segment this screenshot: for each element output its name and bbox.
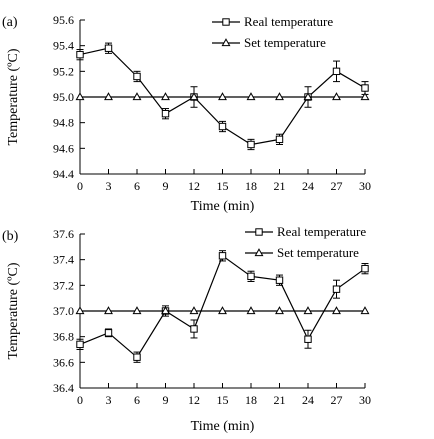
x-tick-label: 3 <box>106 393 112 407</box>
y-tick-label: 94.8 <box>53 116 74 130</box>
legend-marker-square <box>255 228 263 236</box>
data-point-square <box>332 67 341 76</box>
legend-marker-square <box>222 18 230 26</box>
x-tick-label: 18 <box>245 393 257 407</box>
legend-label: Real temperature <box>277 224 366 239</box>
x-tick-label: 15 <box>217 393 229 407</box>
data-point-triangle <box>189 92 199 101</box>
y-axis-label: Temperature (ºC) <box>6 262 21 359</box>
data-point-triangle <box>218 92 227 101</box>
x-tick-label: 30 <box>359 179 371 193</box>
data-point-triangle <box>104 306 113 315</box>
legend-label: Set temperature <box>277 245 359 260</box>
data-point-square <box>76 50 84 59</box>
legend-label: Real temperature <box>244 14 333 29</box>
y-tick-label: 37.0 <box>53 304 74 318</box>
legend: Real temperature Set temperature <box>245 224 366 260</box>
x-tick-label: 15 <box>217 179 229 193</box>
data-point-square <box>133 353 141 361</box>
data-point-square <box>332 285 341 293</box>
x-tick-label: 24 <box>302 393 314 407</box>
data-point-triangle <box>246 92 256 101</box>
data-point-triangle <box>218 306 227 315</box>
data-point-square <box>275 276 284 284</box>
x-tick-label: 0 <box>77 179 83 193</box>
chart-panel-a: (a) 94.4 94.6 94.8 95.0 95.2 95.4 95.6 0 3 6 9 12 15 1… <box>2 13 371 214</box>
y-tick-label: 37.6 <box>53 227 74 241</box>
series-real-temperature <box>76 42 369 151</box>
data-point-triangle <box>132 306 142 315</box>
x-tick-label: 6 <box>134 179 140 193</box>
data-point-square <box>76 340 84 349</box>
data-point-triangle <box>246 306 256 315</box>
data-point-square <box>161 109 170 118</box>
data-point-square <box>304 335 312 343</box>
data-point-triangle <box>360 92 370 101</box>
y-tick-label: 36.6 <box>53 355 74 369</box>
x-tick-label: 0 <box>77 393 83 407</box>
y-tick-label: 37.4 <box>53 253 74 267</box>
data-point-square <box>275 135 284 144</box>
y-tick-label: 37.2 <box>53 278 74 292</box>
data-point-square <box>104 44 113 52</box>
x-tick-label: 21 <box>274 393 286 407</box>
data-point-triangle <box>75 92 85 101</box>
data-point-triangle <box>303 306 313 315</box>
data-point-triangle <box>161 92 170 101</box>
data-point-triangle <box>303 92 313 101</box>
data-point-triangle <box>332 306 341 315</box>
x-tick-label: 6 <box>134 393 140 407</box>
series-set-temperature <box>75 92 370 101</box>
legend-marker-triangle <box>254 248 264 257</box>
data-point-triangle <box>275 306 284 315</box>
x-tick-label: 12 <box>188 393 200 407</box>
legend-label: Set temperature <box>244 35 326 50</box>
data-point-triangle <box>189 306 199 315</box>
data-point-triangle <box>161 306 170 315</box>
series-set-temperature <box>75 306 370 315</box>
y-tick-label: 95.0 <box>53 90 74 104</box>
y-tick-label: 36.8 <box>53 330 74 344</box>
y-tick-label: 94.6 <box>53 141 74 155</box>
y-tick-label: 95.2 <box>53 64 74 78</box>
data-point-square <box>104 329 113 337</box>
x-axis-label: Time (min) <box>191 419 255 434</box>
x-tick-label: 9 <box>163 393 169 407</box>
x-tick-label: 9 <box>163 179 169 193</box>
data-point-triangle <box>104 92 113 101</box>
x-tick-label: 30 <box>359 393 371 407</box>
data-point-square <box>218 252 227 260</box>
x-tick-label: 21 <box>274 179 286 193</box>
data-point-triangle <box>332 92 341 101</box>
data-point-square <box>133 72 141 81</box>
x-tick-label: 27 <box>331 393 343 407</box>
data-point-square <box>361 264 369 273</box>
x-tick-label: 3 <box>106 179 112 193</box>
y-tick-label: 36.4 <box>53 381 74 395</box>
chart-panel-b: (b) 36.4 36.6 36.8 37.0 37.2 37.4 37.6 0 3 6 9 12 15 1… <box>2 224 371 434</box>
x-tick-label: 27 <box>331 179 343 193</box>
legend: Real temperature Set temperature <box>212 14 333 50</box>
panel-label: (b) <box>2 229 19 244</box>
data-point-triangle <box>132 92 142 101</box>
x-tick-label: 24 <box>302 179 314 193</box>
data-point-square <box>190 325 198 333</box>
y-axis-label: Temperature (ºC) <box>6 48 21 145</box>
x-axis-label: Time (min) <box>191 199 255 214</box>
legend-marker-triangle <box>221 38 231 47</box>
x-tick-label: 18 <box>245 179 257 193</box>
data-point-triangle <box>75 306 85 315</box>
data-point-square <box>247 140 255 149</box>
data-point-triangle <box>275 92 284 101</box>
x-tick-label: 12 <box>188 179 200 193</box>
data-point-square <box>247 272 255 281</box>
y-tick-label: 95.6 <box>53 13 74 27</box>
y-tick-label: 95.4 <box>53 39 74 53</box>
y-tick-label: 94.4 <box>53 167 74 181</box>
data-point-square <box>218 122 227 131</box>
data-point-square <box>361 84 369 92</box>
panel-label: (a) <box>2 15 18 30</box>
data-point-triangle <box>360 306 370 315</box>
